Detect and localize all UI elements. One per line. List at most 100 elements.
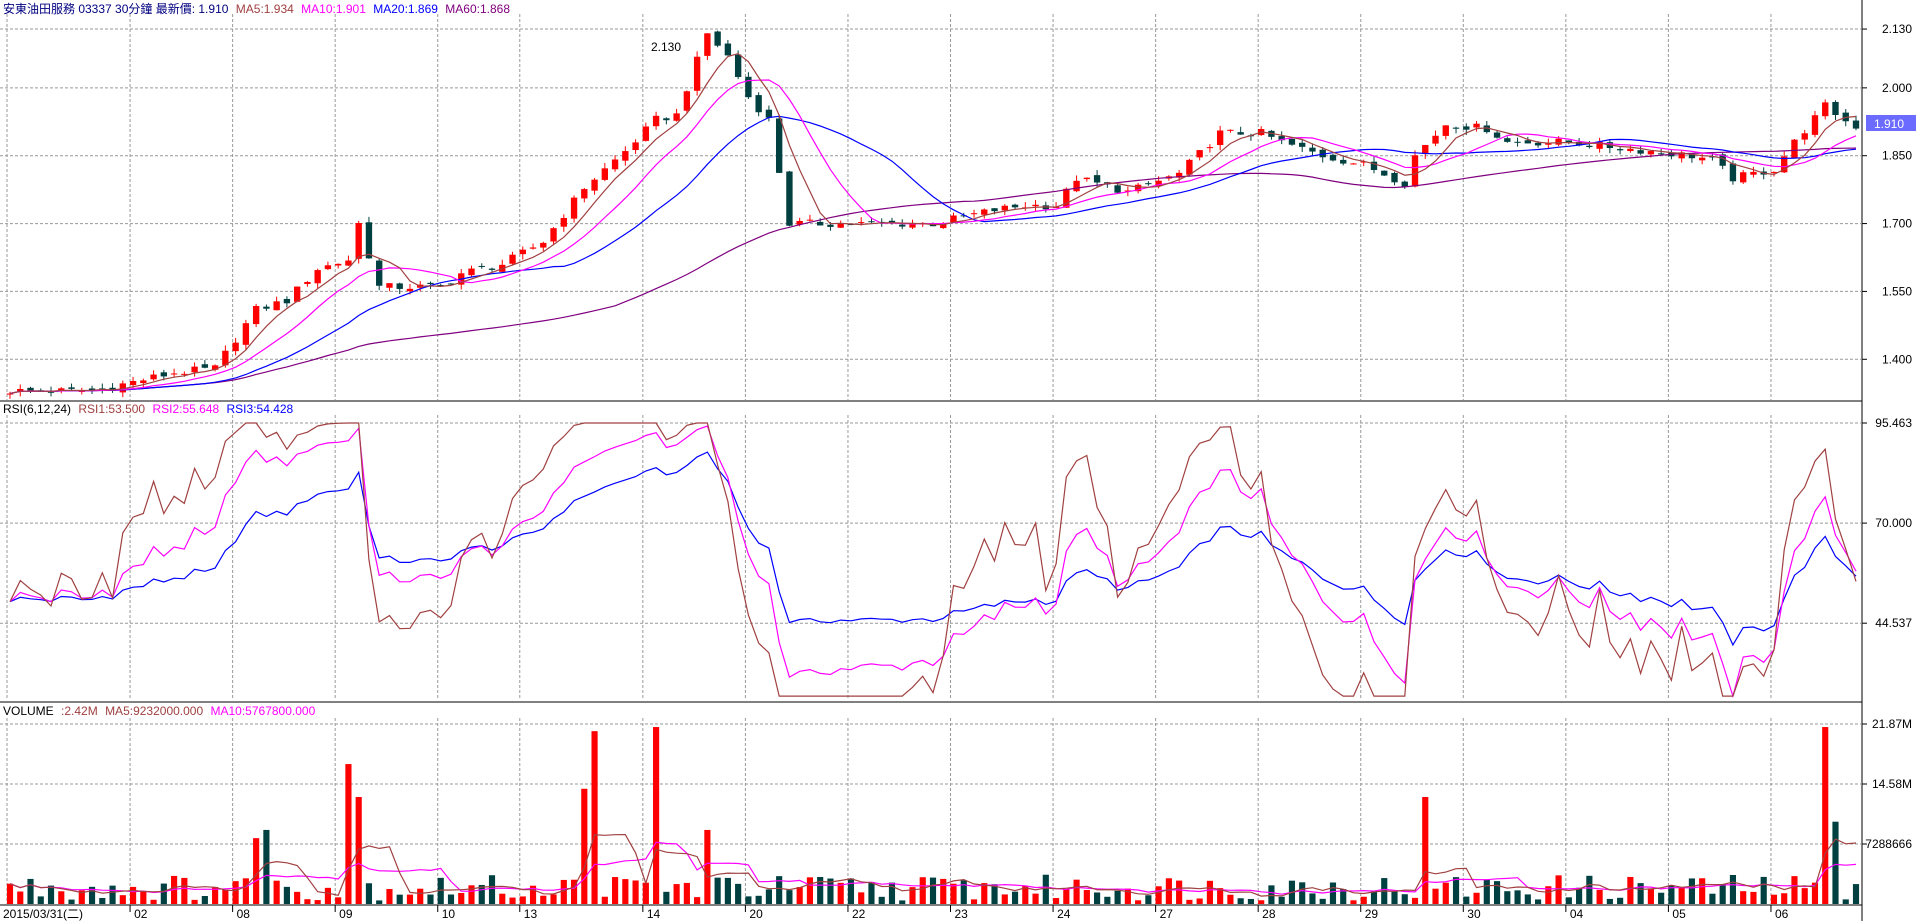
- candle-body: [334, 263, 342, 266]
- x-tick-label: 02: [134, 907, 148, 921]
- volume-bar: [1370, 890, 1378, 904]
- candle-body: [909, 223, 916, 228]
- ma5-line: [9, 52, 1857, 395]
- rsi2-label: RSI2:55.648: [152, 402, 219, 416]
- candle-body: [1422, 145, 1429, 154]
- volume-bar: [140, 891, 147, 904]
- candle-body: [765, 109, 773, 118]
- candle-body: [68, 387, 75, 389]
- volume-bar: [273, 880, 280, 904]
- candle-body: [868, 221, 875, 223]
- candle-body: [755, 95, 762, 113]
- high-price-marker: 2.130: [651, 40, 681, 54]
- candle-body: [1781, 156, 1788, 173]
- volume-bar: [1524, 894, 1531, 904]
- volume-bar: [488, 875, 496, 904]
- candle-body: [88, 388, 96, 391]
- candle-body: [252, 305, 260, 325]
- volume-bar: [396, 894, 403, 904]
- volume-bar: [1688, 878, 1695, 904]
- rsi1-label: RSI1:53.500: [78, 402, 145, 416]
- volume-bar: [1709, 893, 1716, 904]
- candle-body: [222, 350, 229, 366]
- volume-bar: [1565, 897, 1572, 904]
- volume-bar: [253, 838, 260, 904]
- last-price-tag: 1.910: [1874, 117, 1904, 131]
- x-tick-label: 09: [339, 907, 353, 921]
- candle-body: [386, 283, 393, 288]
- volume-bar: [591, 731, 598, 904]
- volume-bar: [929, 877, 937, 904]
- volume-bar: [1719, 884, 1726, 904]
- volume-bar: [1750, 891, 1757, 904]
- candle-body: [1647, 151, 1655, 155]
- x-tick-label: 24: [1057, 907, 1071, 921]
- volume-bar: [1483, 879, 1490, 904]
- candle-body: [734, 54, 742, 77]
- candle-body: [1852, 120, 1860, 129]
- volume-bar: [1811, 882, 1819, 904]
- candle-body: [365, 222, 373, 259]
- candle-body: [1627, 148, 1634, 152]
- candle-body: [1227, 129, 1234, 131]
- candle-body: [1452, 127, 1460, 129]
- volume-bar: [263, 829, 270, 904]
- rsi1-line: [9, 422, 1857, 697]
- volume-bar: [1740, 891, 1747, 904]
- volume-bar: [1135, 900, 1142, 904]
- volume-bar: [27, 878, 34, 904]
- volume-bar: [1729, 874, 1737, 904]
- candle-body: [1688, 154, 1696, 159]
- candle-body: [704, 33, 711, 56]
- volume-bar: [1073, 879, 1080, 904]
- volume-bar: [201, 895, 208, 904]
- x-tick-label: 22: [852, 907, 866, 921]
- volume-bar: [970, 899, 978, 904]
- volume-bar: [222, 889, 229, 904]
- volume-bar: [960, 880, 967, 904]
- volume-bar: [1022, 885, 1029, 904]
- volume-bar: [888, 882, 896, 904]
- candle-body: [724, 43, 732, 56]
- candle-body: [1750, 171, 1757, 175]
- candle-body: [1196, 150, 1203, 158]
- rsi2-line: [9, 425, 1857, 699]
- candle-body: [1575, 141, 1583, 146]
- candle-body: [775, 118, 783, 173]
- candle-body: [519, 249, 526, 255]
- volume-bar: [294, 891, 301, 904]
- volume-bar: [663, 891, 670, 904]
- volume-bar: [1094, 892, 1101, 904]
- ma20-label: MA20:1.869: [373, 2, 438, 16]
- last-price-tag-bg: [1866, 115, 1916, 131]
- volume-bar: [519, 896, 526, 904]
- candle-body: [509, 254, 516, 264]
- ma60-line: [9, 147, 1857, 395]
- x-tick-label: 05: [1672, 907, 1686, 921]
- candle-body: [355, 223, 362, 259]
- volume-bar: [735, 883, 742, 904]
- volume-bar: [1411, 897, 1419, 904]
- candle-body: [1678, 152, 1685, 159]
- volume-bar: [1647, 888, 1654, 904]
- volume-bar: [1299, 882, 1306, 904]
- candle-body: [858, 222, 865, 224]
- x-tick-label: 10: [442, 907, 456, 921]
- x-tick-label: 27: [1160, 907, 1174, 921]
- volume-bar: [447, 894, 455, 904]
- candle-body: [581, 189, 588, 199]
- y-tick-label: 14.58M: [1872, 777, 1912, 791]
- volume-bar: [386, 889, 393, 904]
- volume-bar: [622, 879, 629, 904]
- volume-bar: [683, 882, 690, 904]
- volume-bar: [37, 896, 44, 904]
- ma60-label: MA60:1.868: [445, 2, 510, 16]
- volume-bar: [335, 897, 342, 904]
- volume-bar: [1063, 889, 1070, 904]
- volume-bar: [1309, 893, 1316, 904]
- candle-body: [314, 270, 321, 284]
- candle-body: [1411, 155, 1419, 187]
- volume-bar: [899, 900, 906, 904]
- x-tick-label: 06: [1775, 907, 1789, 921]
- volume-bar: [796, 887, 803, 904]
